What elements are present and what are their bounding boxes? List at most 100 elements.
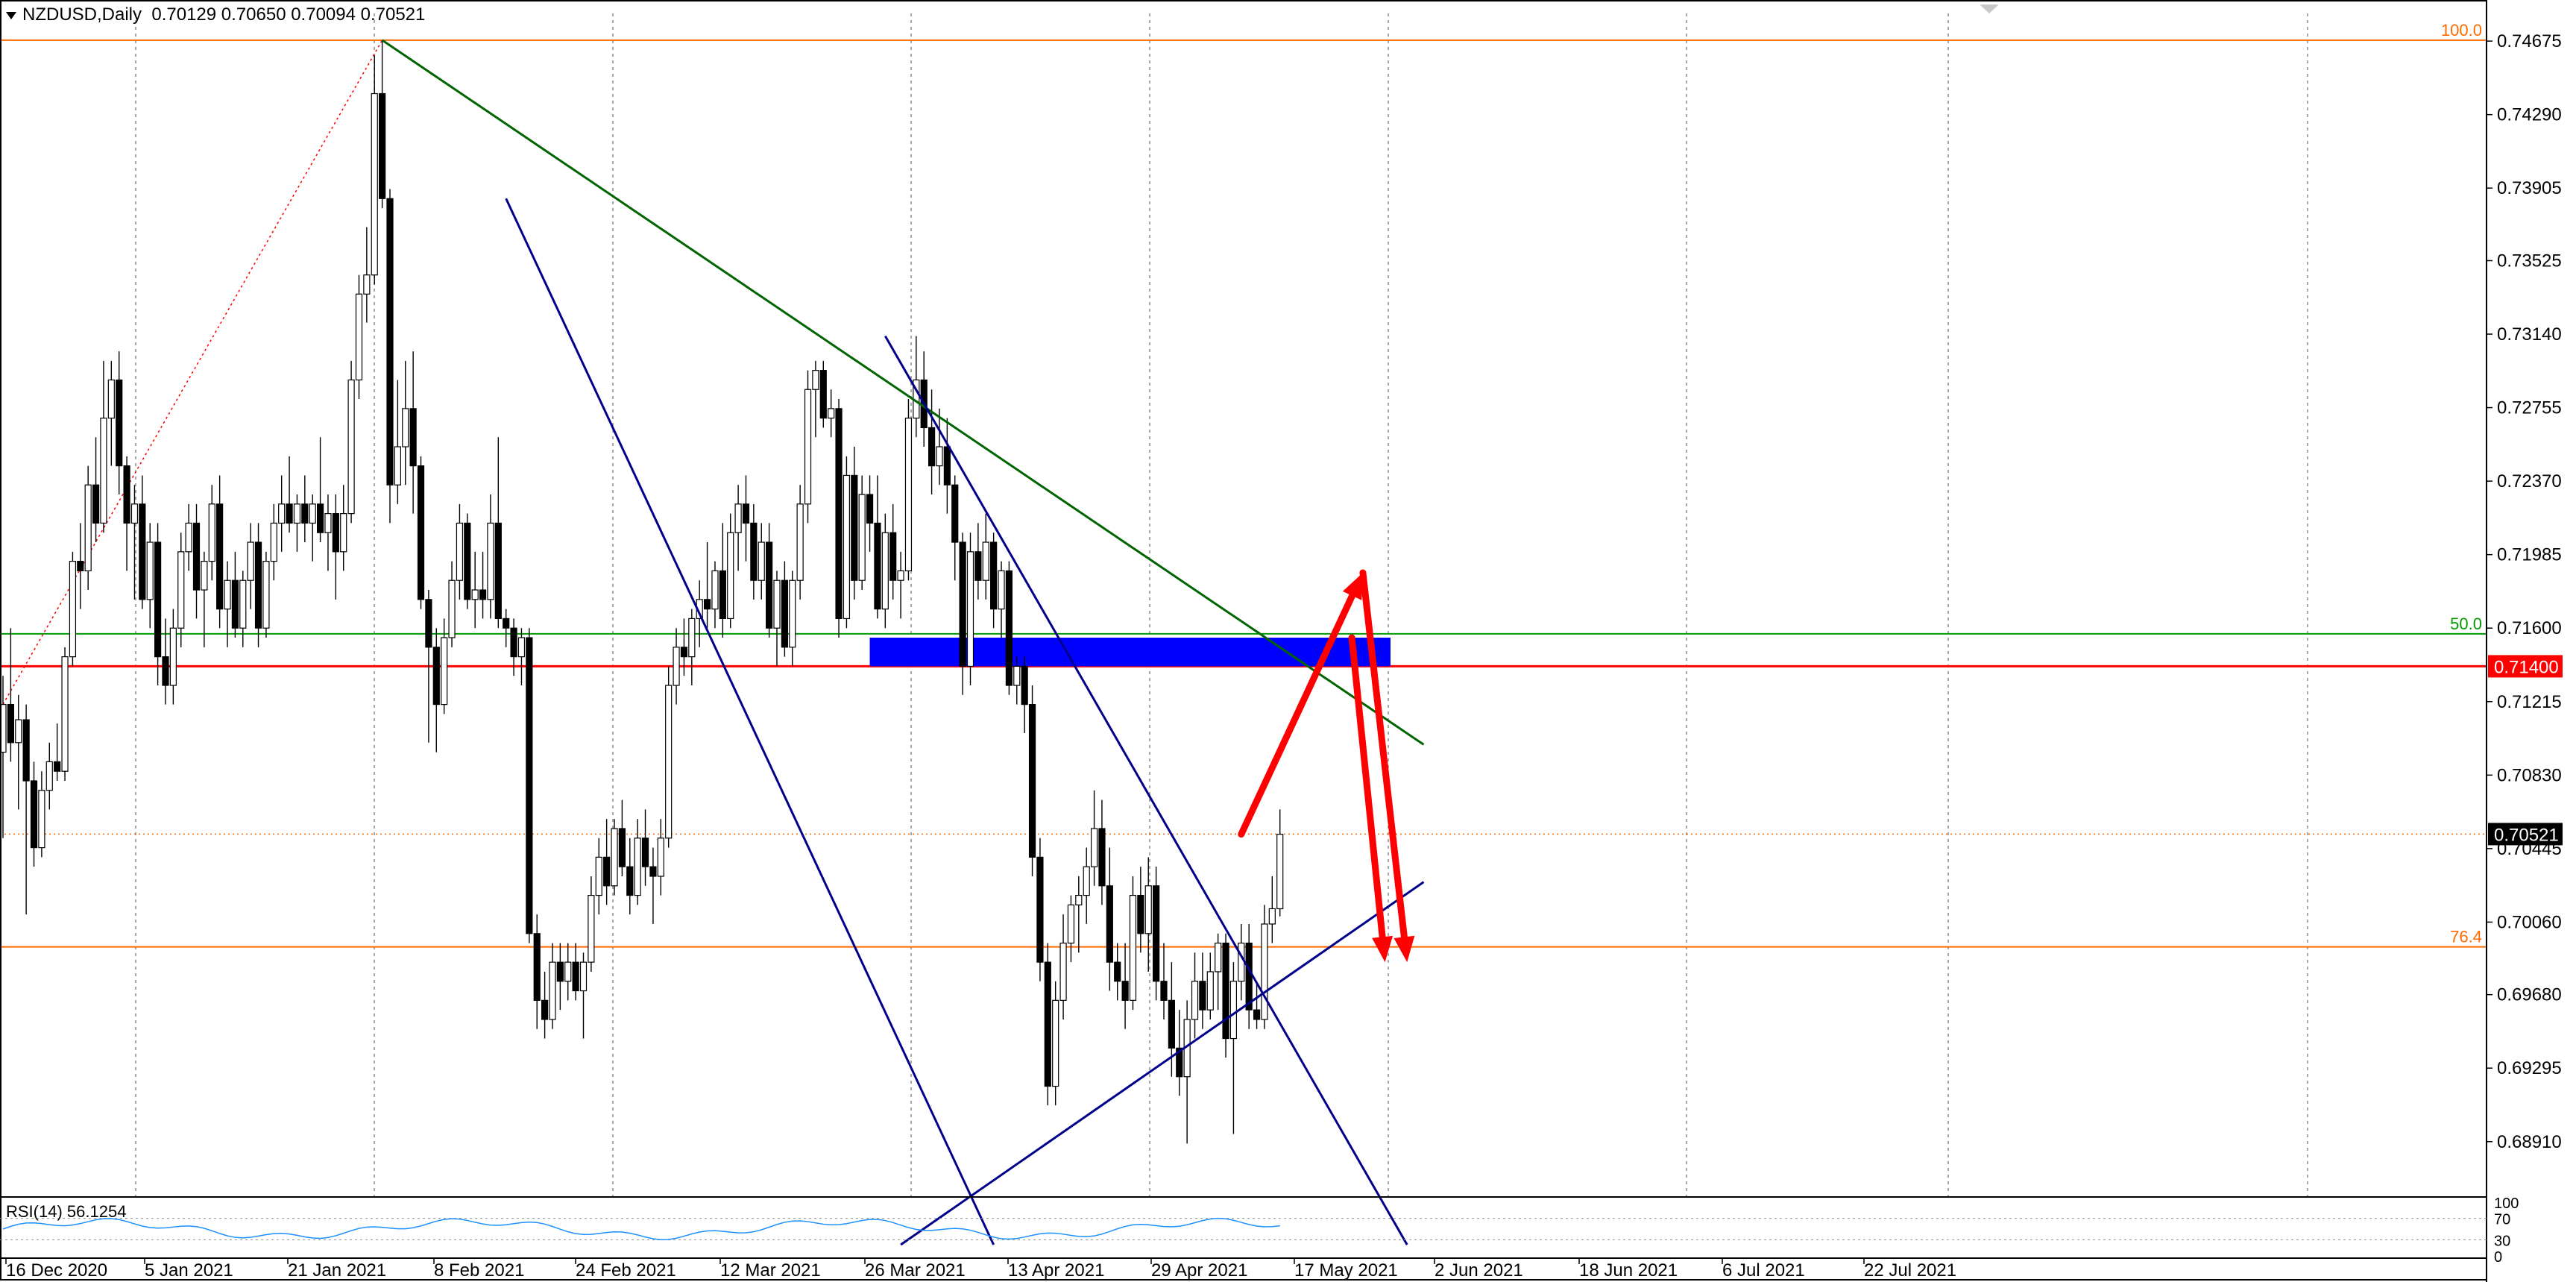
x-tick-label: 16 Dec 2020 xyxy=(6,1260,107,1281)
bearish-candle xyxy=(618,828,626,867)
bearish-candle xyxy=(216,503,224,610)
bullish-candle xyxy=(789,579,796,648)
supply-zone xyxy=(869,638,1391,667)
bullish-candle xyxy=(634,838,641,896)
bearish-candle xyxy=(123,465,130,524)
x-tick-label: 29 Apr 2021 xyxy=(1151,1260,1247,1281)
rsi-scale-label: 100 xyxy=(2494,1195,2519,1212)
bearish-candle xyxy=(1245,942,1253,1011)
bearish-candle xyxy=(417,465,425,600)
bearish-candle xyxy=(332,513,339,553)
bearish-candle xyxy=(541,999,549,1020)
bullish-candle xyxy=(177,551,185,629)
bearish-candle xyxy=(1137,894,1144,934)
bullish-candle xyxy=(1083,866,1090,896)
bearish-candle xyxy=(990,541,998,610)
bearish-candle xyxy=(301,503,309,524)
bearish-candle xyxy=(1114,961,1121,982)
y-tick-label: 0.73905 xyxy=(2497,178,2562,198)
bullish-candle xyxy=(38,790,45,849)
bullish-candle xyxy=(309,503,316,524)
bullish-candle xyxy=(100,418,107,524)
y-tick-label: 0.70060 xyxy=(2497,912,2562,932)
bullish-candle xyxy=(324,513,332,533)
bullish-candle xyxy=(487,522,494,600)
bearish-candle xyxy=(1036,856,1044,963)
arrow-head xyxy=(1394,935,1415,963)
bearish-candle xyxy=(742,503,750,524)
bearish-candle xyxy=(425,599,432,648)
bullish-candle xyxy=(363,274,371,295)
bearish-candle xyxy=(231,579,239,629)
bullish-candle xyxy=(1206,971,1214,1011)
bearish-candle xyxy=(1106,885,1113,963)
time-axis: 16 Dec 2020 5 Jan 2021 21 Jan 2021 8 Feb 20… xyxy=(5,1258,1956,1281)
bullish-candle xyxy=(998,570,1005,610)
bearish-candle xyxy=(192,522,201,591)
bearish-candle xyxy=(889,532,897,581)
bearish-candle xyxy=(162,656,169,686)
bearish-candle xyxy=(533,933,541,1001)
current-price-badge xyxy=(2488,823,2563,846)
bullish-candle xyxy=(734,503,742,533)
bullish-candle xyxy=(711,570,719,610)
bullish-candle xyxy=(208,503,215,562)
bullish-candle xyxy=(293,503,301,524)
bearish-candle xyxy=(1121,981,1129,1001)
rsi-line xyxy=(2,1217,1280,1241)
bullish-candle xyxy=(456,522,464,581)
x-tick-label: 17 May 2021 xyxy=(1294,1260,1398,1281)
dropdown-triangle-icon[interactable] xyxy=(6,11,16,19)
bullish-candle xyxy=(107,379,115,419)
bullish-candle xyxy=(936,446,943,467)
arrow-head xyxy=(1342,572,1363,600)
trendline-channel-upper xyxy=(884,335,1408,1245)
bullish-candle xyxy=(858,494,866,581)
bearish-candle xyxy=(479,589,487,600)
bullish-candle xyxy=(239,579,247,629)
bearish-candle xyxy=(603,856,611,887)
x-tick-label: 18 Jun 2021 xyxy=(1579,1260,1678,1281)
bullish-candle xyxy=(982,541,989,581)
bullish-candle xyxy=(1261,923,1268,1020)
bullish-candle xyxy=(1067,904,1075,944)
bearish-candle xyxy=(254,541,262,629)
bearish-candle xyxy=(154,541,162,658)
bearish-candle xyxy=(766,541,773,629)
x-tick-label: 21 Jan 2021 xyxy=(288,1260,386,1281)
bearish-candle xyxy=(943,446,951,486)
y-tick-label: 0.73140 xyxy=(2497,324,2562,345)
chart-frame xyxy=(0,0,2487,1282)
bullish-candle xyxy=(588,894,595,963)
arrow-shaft xyxy=(1359,569,1408,940)
ohlc-values: 0.70129 0.70650 0.70094 0.70521 xyxy=(151,4,426,25)
bullish-candle xyxy=(355,293,363,381)
arrow-shaft xyxy=(1348,634,1386,940)
y-tick-label: 0.74675 xyxy=(2497,31,2562,51)
bullish-candle xyxy=(843,474,851,620)
bearish-candle xyxy=(641,838,649,867)
bullish-candle xyxy=(130,503,139,524)
forecast-arrows xyxy=(1238,569,1415,963)
bearish-candle xyxy=(719,570,726,620)
bearish-candle xyxy=(464,522,471,600)
bullish-candle xyxy=(727,532,734,620)
bearish-candle xyxy=(139,503,146,600)
y-tick-label: 0.72370 xyxy=(2497,471,2562,491)
bearish-candle xyxy=(77,561,84,572)
bullish-candle xyxy=(881,532,889,610)
y-tick-label: 0.69295 xyxy=(2497,1058,2562,1078)
bearish-candle xyxy=(750,522,758,581)
bullish-candle xyxy=(1129,894,1137,1001)
rsi-scale-label: 30 xyxy=(2494,1233,2510,1249)
bullish-candle xyxy=(812,370,819,390)
bearish-candle xyxy=(1222,942,1229,1040)
level-badge xyxy=(2488,655,2563,678)
bullish-candle xyxy=(169,627,177,686)
arrow-shaft xyxy=(1238,592,1356,838)
bullish-candle xyxy=(828,408,835,419)
y-tick-label: 0.74290 xyxy=(2497,105,2562,125)
symbol-label: NZDUSD,Daily xyxy=(22,4,142,25)
y-tick-label: 0.72755 xyxy=(2497,398,2562,418)
bearish-candle xyxy=(494,522,502,620)
